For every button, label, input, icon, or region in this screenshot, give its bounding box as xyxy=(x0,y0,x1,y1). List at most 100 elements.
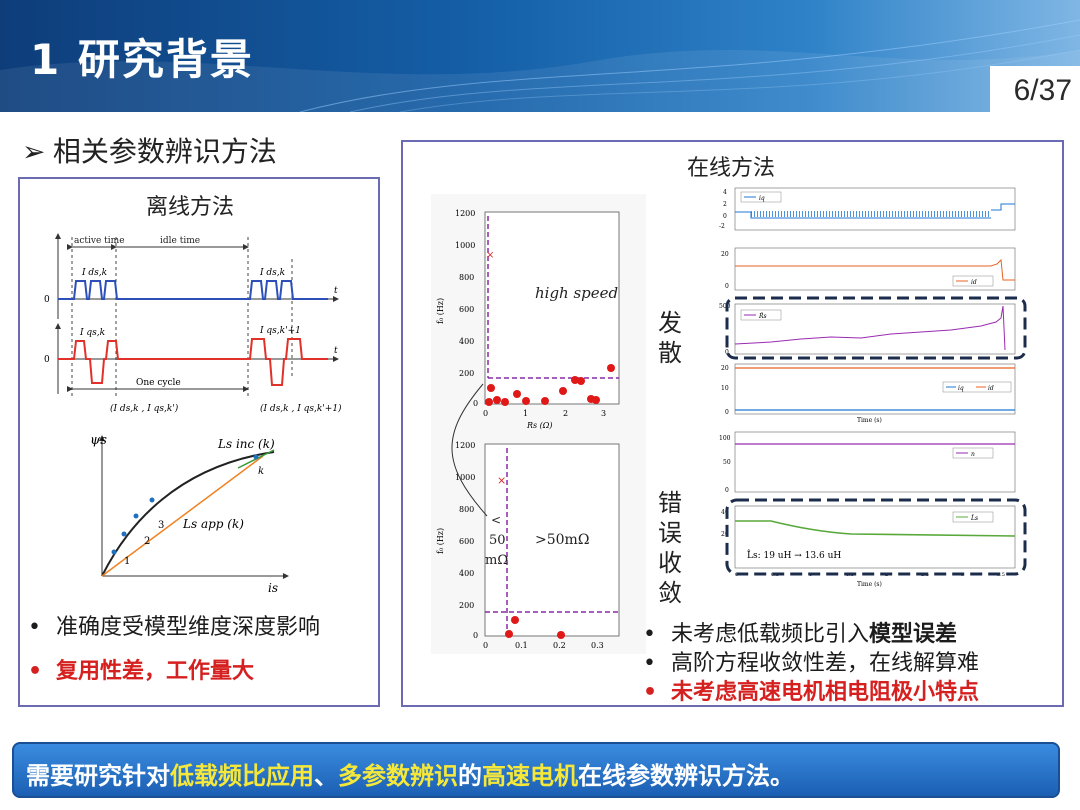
p2-tick-0: 0 xyxy=(725,283,729,290)
bullet-dot-icon: • xyxy=(28,615,41,640)
point-label-3: 3 xyxy=(158,520,164,531)
top-ytick-600: 600 xyxy=(459,305,474,314)
page-title: 1 研究背景 xyxy=(30,35,254,84)
psi-axis-label: ψs xyxy=(90,433,107,448)
online-note-3: • 未考虑高速电机相电阻极小特点 xyxy=(643,680,980,705)
p1-tick-4: 4 xyxy=(723,189,727,196)
p5-legend: n xyxy=(971,451,975,458)
p6-tick-40: 40 xyxy=(721,509,729,516)
bullet-dot-icon: • xyxy=(643,680,658,705)
offline-note-2: • 复用性差，工作量大 xyxy=(28,659,255,684)
online-method-panel: 在线方法 1200 1000 800 600 400 200 0 0 1 2 3… xyxy=(401,140,1064,707)
top-ytick-1000: 1000 xyxy=(455,241,475,250)
p4-legend-1: iq xyxy=(958,385,964,392)
timing-diagram: active time idle time 0 t I ds,k I ds,k … xyxy=(44,233,342,414)
p1-tick-0: 0 xyxy=(723,213,727,220)
online-timeseries-plots: 4 2 0 -2 iq 20 0 id 500 0 R̂s 20 10 0 xyxy=(719,187,1027,588)
top-ytick-0: 0 xyxy=(473,399,478,408)
online-note-1: • 未考虑低载频比引入模型误差 xyxy=(643,622,958,647)
header-banner: 1 研究背景 xyxy=(0,0,1080,112)
point-label-2: 2 xyxy=(144,536,150,547)
top-xtick-0: 0 xyxy=(483,409,488,418)
p5-tick-100: 100 xyxy=(719,435,731,442)
offline-method-panel: 离线方法 active time idle time 0 t I ds,k I … xyxy=(18,177,380,707)
flux-curve-diagram: ψs is 1 2 3 k Ls inc (k) Ls app (k) xyxy=(90,433,289,594)
pair-label-2: (I ds,k , I qs,k'+1) xyxy=(260,403,342,414)
section-heading: ➢ 相关参数辨识方法 xyxy=(22,130,277,170)
bot-ytick-400: 400 xyxy=(459,569,474,578)
p6-time-label: Time (s) xyxy=(857,581,882,588)
x-marker-top: × xyxy=(486,250,494,261)
error-converge-label: 错误收敛 xyxy=(658,489,682,607)
lt-annot-3: mΩ xyxy=(485,553,508,568)
top-scatter-points xyxy=(485,364,615,406)
top-xtick-3: 3 xyxy=(601,409,606,418)
bottom-scatter-points xyxy=(505,616,565,639)
offline-title: 离线方法 xyxy=(146,195,235,220)
lt-annot-2: 50 xyxy=(489,533,506,548)
iqs-k-label: I qs,k xyxy=(79,328,105,338)
p4-tick-20: 20 xyxy=(721,365,729,372)
top-xtick-1: 1 xyxy=(523,409,528,418)
bullet-dot-icon: • xyxy=(643,622,656,647)
pair-label-1: (I ds,k , I qs,k') xyxy=(110,403,179,414)
p6-xtick-35: 3.5 xyxy=(997,572,1005,578)
bot-xtick-02: 0.2 xyxy=(553,641,566,650)
p3-tick-500: 500 xyxy=(719,303,731,310)
bot-xtick-01: 0.1 xyxy=(515,641,528,650)
divergence-label: 发散 xyxy=(658,309,682,367)
t-label-1: t xyxy=(334,286,338,296)
top-ytick-1200: 1200 xyxy=(455,209,475,218)
bot-ytick-800: 800 xyxy=(459,505,474,514)
p4-tick-10: 10 xyxy=(721,385,729,392)
p2-legend: id xyxy=(971,279,977,286)
p3-tick-0: 0 xyxy=(725,349,729,356)
p1-tick-2: 2 xyxy=(723,201,727,208)
conclusion-text: 需要研究针对低载频比应用、多参数辨识的高速电机在线参数辨识方法。 xyxy=(26,762,794,790)
online-note-2: • 高阶方程收敛性差，在线解算难 xyxy=(643,651,980,676)
arrow-bullet-icon: ➢ xyxy=(22,135,46,168)
offline-note-1: • 准确度受模型维度深度影响 xyxy=(28,615,321,640)
bot-xtick-0: 0 xyxy=(483,641,488,650)
p6-annotation: L̂s: 19 uH → 13.6 uH xyxy=(747,549,841,561)
page-number: 6/37 xyxy=(1013,74,1072,107)
p4-legend-2: id xyxy=(988,385,994,392)
conclusion-banner: 需要研究针对低载频比应用、多参数辨识的高速电机在线参数辨识方法。 xyxy=(12,742,1060,798)
header-wave-decoration xyxy=(0,19,1080,112)
t-label-2: t xyxy=(334,346,338,356)
top-ylabel: f₀ (Hz) xyxy=(436,298,445,324)
top-ytick-400: 400 xyxy=(459,337,474,346)
active-time-label: active time xyxy=(74,236,125,246)
top-xlabel: Rs (Ω) xyxy=(526,421,553,430)
idle-time-label: idle time xyxy=(160,236,200,246)
p4-time-label: Time (s) xyxy=(857,417,882,424)
ids-k-label-2: I ds,k xyxy=(259,268,285,278)
app-label: Ls app (k) xyxy=(182,517,244,531)
gt-50m-annot: >50mΩ xyxy=(535,532,589,548)
bot-ytick-1000: 1000 xyxy=(455,473,475,482)
bot-ylabel: f₀ (Hz) xyxy=(436,528,445,554)
p6-legend: L̂s xyxy=(970,515,978,522)
p3-legend: R̂s xyxy=(758,313,767,320)
p5-tick-0: 0 xyxy=(725,487,729,494)
bullet-dot-icon: • xyxy=(28,659,43,684)
p1-tick-m2: -2 xyxy=(719,223,725,230)
i-axis-label: is xyxy=(268,581,278,594)
bot-ytick-0: 0 xyxy=(473,631,478,640)
bot-ytick-600: 600 xyxy=(459,537,474,546)
frequency-resistance-scatter: 1200 1000 800 600 400 200 0 0 1 2 3 Rs (… xyxy=(431,194,646,654)
inc-label: Ls inc (k) xyxy=(217,437,275,451)
p4-tick-0: 0 xyxy=(725,409,729,416)
iqs-k1-label: I qs,k'+1 xyxy=(259,326,301,336)
bullet-dot-icon: • xyxy=(643,651,656,676)
zero-label-1: 0 xyxy=(44,295,50,305)
high-speed-annot: high speed xyxy=(535,284,618,302)
p1-legend: iq xyxy=(759,195,765,202)
top-ytick-800: 800 xyxy=(459,273,474,282)
p5-tick-50: 50 xyxy=(723,459,731,466)
x-marker-bottom: × xyxy=(497,474,506,487)
top-ytick-200: 200 xyxy=(459,369,474,378)
online-title: 在线方法 xyxy=(687,156,776,181)
p6-tick-20: 20 xyxy=(721,531,729,538)
point-label-1: 1 xyxy=(124,556,130,567)
